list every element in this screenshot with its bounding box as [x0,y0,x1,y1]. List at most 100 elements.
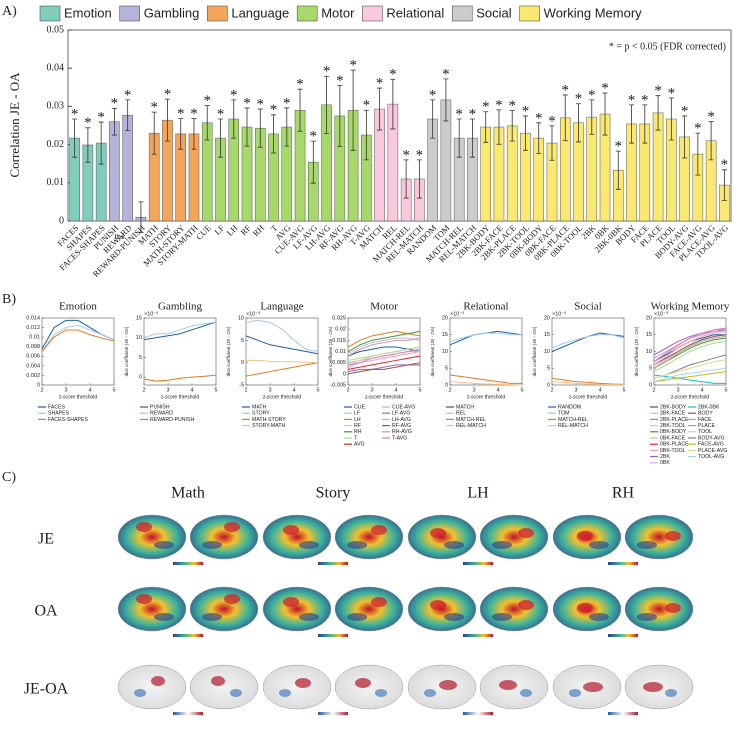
y-tick-label: 0.04 [47,62,65,73]
error-bar [244,107,250,147]
colorbar [463,712,493,715]
significance-star: * [323,64,331,80]
x-tick-label: 5 [520,387,523,393]
y-tick-label: 15 [442,332,448,338]
significance-star: * [681,103,689,119]
brain-surface [117,586,187,632]
x-tick-label: 5 [214,387,217,393]
activation [283,597,299,607]
y-tick-label: 0.02 [335,327,346,333]
line-series [653,367,727,383]
difference-spot [295,678,311,688]
y-axis-label: Correlation JE - OA [7,72,22,178]
error-bar [204,105,210,141]
x-tick-label: 2 [652,387,655,393]
y-tick-label: 5 [139,355,142,361]
x-tick-label: 2 [550,387,553,393]
legend-label: LH [354,417,361,423]
significance-star: * [495,97,503,113]
significance-star: * [257,97,265,113]
panel-label: A) [2,4,17,19]
legend-label: RH-AVG [392,429,412,435]
legend-label: Working Memory [544,5,643,20]
difference-spot [499,680,517,690]
bar [109,121,120,222]
x-axis-label: z-score threshold [365,394,404,400]
error-bar [271,114,277,154]
y-tick-label: 5 [649,366,652,372]
x-axis-label: z-score threshold [263,394,302,400]
legend-label: T-AVG [392,435,407,441]
y-tick-label: 0 [59,215,64,226]
y-tick-label: 10 [238,315,244,321]
colorbar [318,562,348,565]
y-tick-label: 0 [37,382,40,388]
error-bar [297,88,303,132]
line-series [551,377,625,385]
y-tick-label: 0 [343,371,346,377]
line-series [347,346,421,361]
legend-label: 2BK [660,454,670,460]
difference-spot [151,676,165,686]
y-scale-label: ×10⁻³ [450,311,464,317]
chart-title: Relational [463,301,508,313]
significance-star: * [601,80,609,96]
line-series [143,374,217,382]
line-series [653,335,727,369]
brain-surface [262,586,332,632]
y-axis-label: dice coefficient (JE - OA) [430,326,435,376]
significance-star: * [283,95,291,111]
y-tick-label: 0.025 [332,315,346,321]
y-tick-label: 0.012 [26,325,40,331]
significance-star: * [562,82,570,98]
y-tick-label: 0 [547,382,550,388]
brain-surface [189,664,259,710]
significance-star: * [508,98,516,114]
legend-label: RF [354,423,361,429]
brain-surface [117,514,187,560]
legend-label: REL [456,411,466,417]
significance-star: * [217,106,225,122]
significance-star: * [402,147,410,163]
error-bar [98,121,104,165]
legend-swatch [207,5,228,22]
error-bar [284,107,290,147]
significance-star: * [721,157,729,173]
y-tick-label: 0 [241,360,244,366]
significance-star: * [349,58,357,74]
x-tick-label: T [269,222,280,233]
annotation: * = p < 0.05 (FDR corrected) [609,41,726,52]
activation [637,541,657,549]
x-tick-label: RH [251,223,266,238]
y-tick-label: 0.01 [29,335,40,341]
error-bar [191,118,197,150]
y-tick-label: 0.03 [47,101,65,112]
error-bar [708,121,714,161]
activation [637,613,657,621]
y-scale-label: ×10⁻³ [552,311,566,317]
legend-label: TOOL [698,429,712,435]
y-tick-label: 0.01 [47,177,65,188]
x-tick-label: 2 [142,387,145,393]
difference-spot [583,682,603,692]
error-bar [390,78,396,130]
x-tick-label: 2 [448,387,451,393]
x-tick-label: 4 [88,387,91,393]
legend-swatch [39,5,61,22]
column-header: Math [171,485,205,502]
colorbar [608,562,638,565]
brain-surface [117,664,187,710]
error-bar [522,115,528,151]
y-tick-label: 10 [646,349,652,355]
x-tick-label: 3 [64,387,67,393]
brain-surface [624,514,694,560]
x-tick-label: 2 [40,387,43,393]
activation [577,531,593,541]
line-series [347,330,421,352]
significance-star: * [654,83,662,99]
error-bar [536,122,542,154]
difference-spot [375,689,387,697]
y-tick-label: 0.008 [26,344,40,350]
error-bar [151,111,157,155]
significance-star: * [442,66,450,82]
